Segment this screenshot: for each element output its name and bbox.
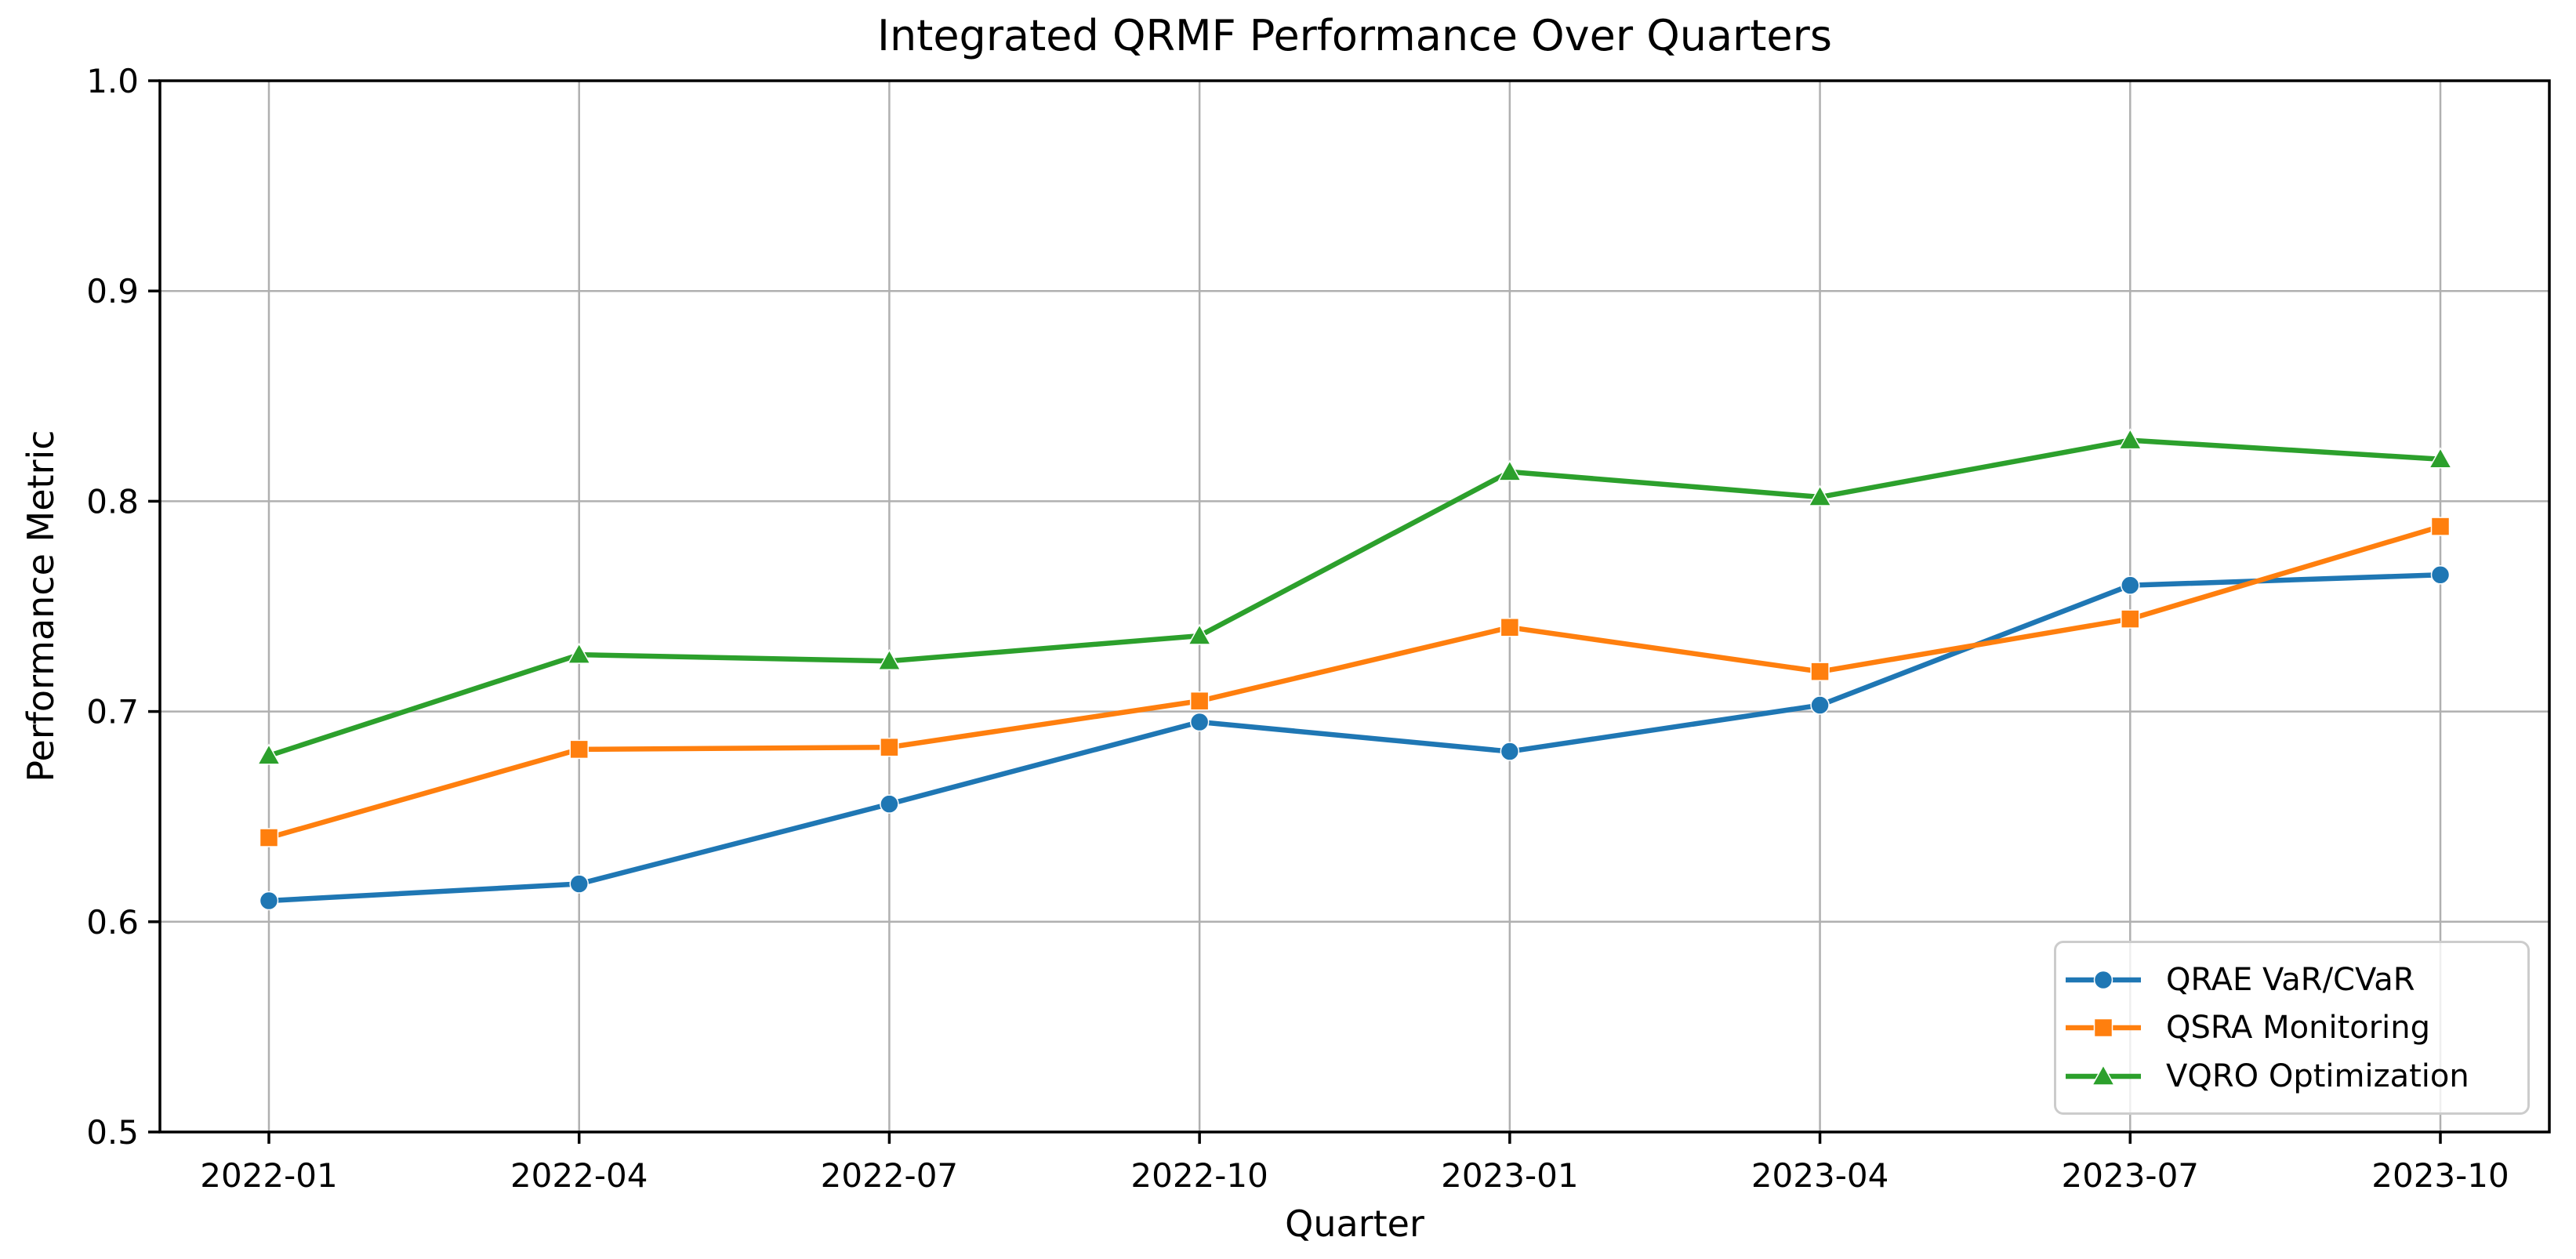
- square-marker: [880, 737, 899, 757]
- square-marker: [1810, 662, 1830, 681]
- x-tick-label: 2022-07: [821, 1156, 959, 1195]
- legend: QRAE VaR/CVaR QSRA Monitoring VQRO Optim…: [2054, 941, 2530, 1115]
- y-tick-label: 0.8: [86, 482, 139, 521]
- x-axis-label: Quarter: [1285, 1203, 1424, 1245]
- circle-marker: [2093, 970, 2113, 989]
- triangle-marker: [2091, 1064, 2116, 1086]
- square-marker: [1189, 691, 1210, 711]
- x-tick-label: 2023-04: [1751, 1156, 1889, 1195]
- legend-label: VQRO Optimization: [2166, 1058, 2469, 1094]
- x-tick-label: 2023-01: [1441, 1156, 1579, 1195]
- square-marker: [2430, 517, 2451, 536]
- square-marker: [259, 828, 279, 847]
- square-marker: [2121, 609, 2140, 629]
- y-tick-label: 0.6: [86, 903, 139, 942]
- plot-spines: [158, 79, 2551, 1134]
- series-line: [266, 524, 2444, 840]
- triangle-marker: [1187, 623, 1212, 645]
- y-tick-label: 1.0: [86, 62, 139, 100]
- legend-sample-circle-icon: [2066, 970, 2141, 989]
- triangle-marker: [256, 743, 281, 765]
- series-line: [266, 437, 2444, 759]
- circle-marker: [2430, 565, 2451, 585]
- triangle-marker: [877, 648, 902, 670]
- legend-item: QSRA Monitoring: [2064, 1010, 2524, 1046]
- triangle-marker: [567, 642, 591, 664]
- triangle-marker: [1497, 459, 1522, 481]
- circle-marker: [1810, 695, 1830, 715]
- triangle-marker: [2118, 428, 2142, 450]
- circle-marker: [2121, 575, 2140, 595]
- circle-marker: [1189, 712, 1210, 732]
- square-marker: [569, 739, 589, 760]
- x-tick-label: 2022-04: [510, 1156, 648, 1195]
- x-tick-label: 2022-01: [200, 1156, 338, 1195]
- square-marker: [1500, 618, 1520, 637]
- x-tick-label: 2022-10: [1130, 1156, 1268, 1195]
- triangle-marker: [2428, 447, 2453, 469]
- circle-marker: [569, 874, 589, 894]
- legend-label: QRAE VaR/CVaR: [2166, 961, 2415, 998]
- y-tick-label: 0.5: [86, 1113, 139, 1152]
- x-tick-label: 2023-10: [2371, 1156, 2509, 1195]
- legend-sample-square-icon: [2066, 1018, 2141, 1038]
- legend-sample-triangle-icon: [2066, 1064, 2141, 1086]
- legend-item: QRAE VaR/CVaR: [2064, 962, 2524, 998]
- square-marker: [2093, 1018, 2113, 1038]
- circle-marker: [259, 891, 279, 911]
- legend-label: QSRA Monitoring: [2166, 1010, 2431, 1046]
- y-tick-label: 0.7: [86, 693, 139, 731]
- legend-item: VQRO Optimization: [2064, 1058, 2524, 1094]
- x-tick-label: 2023-07: [2062, 1156, 2200, 1195]
- circle-marker: [1500, 742, 1520, 761]
- series-line: [266, 572, 2444, 904]
- circle-marker: [880, 794, 899, 814]
- triangle-marker: [1808, 484, 1832, 506]
- y-axis-label: Performance Metric: [20, 430, 62, 782]
- chart-title: Integrated QRMF Performance Over Quarter…: [877, 11, 1832, 60]
- y-tick-label: 0.9: [86, 272, 139, 310]
